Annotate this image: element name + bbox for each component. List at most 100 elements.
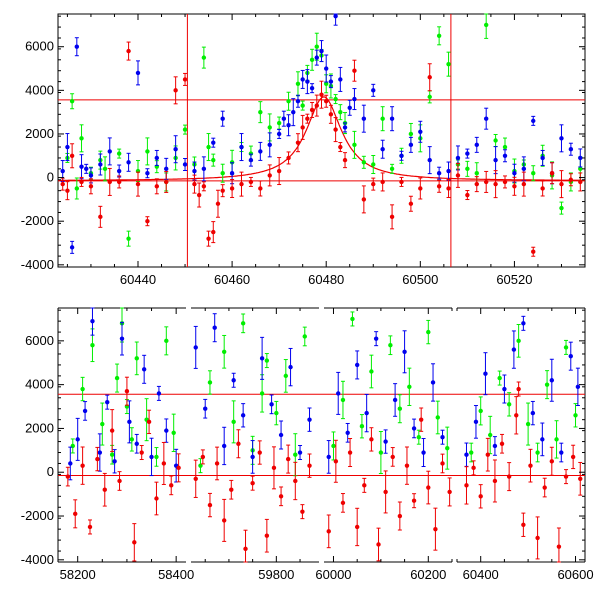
- blue-point: [267, 142, 272, 148]
- y-tick-label: 2000: [25, 420, 54, 435]
- blue-point: [512, 171, 517, 176]
- red-point: [239, 181, 244, 187]
- red-point: [540, 186, 545, 191]
- red-point: [426, 485, 431, 490]
- blue-point: [201, 166, 207, 172]
- green-point: [102, 166, 108, 172]
- red-point: [88, 184, 94, 189]
- blue-point: [328, 79, 334, 84]
- blue-point: [474, 142, 479, 148]
- green-point: [154, 454, 159, 460]
- green-point: [171, 430, 176, 436]
- blue-point: [221, 443, 227, 449]
- blue-point: [119, 336, 125, 341]
- blue-point: [392, 397, 398, 403]
- red-point: [471, 465, 476, 471]
- green-point: [206, 144, 211, 150]
- x-tick-label: 60440: [120, 272, 156, 287]
- green-point: [264, 358, 270, 363]
- red-point: [221, 518, 227, 523]
- green-point: [559, 205, 564, 211]
- red-point: [215, 201, 221, 206]
- red-point: [478, 494, 483, 499]
- blue-point: [79, 164, 84, 169]
- green-point: [502, 144, 508, 150]
- green-point: [309, 57, 315, 63]
- green-point: [578, 166, 583, 172]
- red-point: [161, 461, 167, 466]
- blue-point: [326, 454, 331, 460]
- blue-point: [269, 402, 274, 407]
- red-point: [193, 476, 198, 481]
- y-tick-label: 4000: [25, 377, 54, 392]
- green-point: [369, 369, 374, 374]
- blue-point: [126, 160, 131, 165]
- blue-point: [240, 413, 246, 418]
- red-point: [271, 465, 277, 471]
- green-point: [426, 329, 431, 335]
- blue-point: [338, 77, 343, 82]
- blue-point: [408, 142, 414, 148]
- blue-point: [530, 410, 536, 416]
- green-point: [302, 334, 307, 339]
- red-point: [146, 419, 152, 425]
- green-point: [497, 375, 502, 381]
- blue-point: [212, 325, 217, 330]
- red-point: [383, 489, 388, 495]
- blue-point: [149, 454, 154, 460]
- green-point: [220, 171, 225, 176]
- blue-point: [380, 147, 385, 152]
- green-point: [469, 450, 474, 455]
- blue-point: [211, 140, 216, 145]
- blue-point: [135, 70, 141, 76]
- green-point: [493, 138, 498, 143]
- red-point: [418, 186, 423, 191]
- red-point: [371, 181, 376, 187]
- red-point: [531, 249, 536, 254]
- blue-point: [371, 88, 376, 93]
- red-point: [182, 77, 188, 82]
- blue-point: [502, 386, 507, 392]
- green-point: [525, 421, 531, 427]
- green-point: [506, 402, 512, 407]
- y-tick-label: 0: [47, 170, 54, 185]
- green-point: [300, 103, 305, 108]
- x-tick-label: 60460: [214, 272, 250, 287]
- green-point: [378, 450, 384, 455]
- red-point: [250, 480, 255, 486]
- blue-point: [402, 349, 407, 354]
- blue-point: [75, 437, 80, 442]
- blue-point: [278, 432, 284, 438]
- blue-point: [531, 118, 536, 124]
- red-point: [347, 450, 353, 455]
- blue-point: [549, 378, 555, 383]
- green-point: [516, 338, 521, 344]
- y-tick-label: 2000: [25, 126, 54, 141]
- blue-point: [291, 109, 296, 115]
- blue-point: [399, 153, 404, 158]
- green-point: [201, 55, 207, 60]
- red-point: [305, 116, 310, 121]
- red-point: [342, 157, 348, 163]
- green-point: [276, 120, 282, 126]
- green-point: [258, 109, 263, 115]
- blue-point: [568, 353, 573, 359]
- green-point: [182, 127, 188, 132]
- red-point: [300, 509, 305, 514]
- green-point: [331, 443, 336, 449]
- green-point: [129, 437, 135, 442]
- blue-point: [60, 168, 65, 174]
- red-point: [220, 188, 225, 193]
- green-point: [436, 33, 442, 39]
- blue-point: [333, 13, 338, 19]
- green-point: [478, 408, 483, 414]
- blue-point: [239, 144, 244, 150]
- blue-point: [192, 168, 197, 174]
- red-point: [516, 386, 521, 392]
- red-point: [447, 489, 452, 495]
- green-point: [221, 349, 227, 354]
- red-point: [164, 179, 169, 185]
- red-point: [549, 171, 555, 176]
- red-point: [514, 413, 519, 418]
- green-point: [388, 343, 393, 348]
